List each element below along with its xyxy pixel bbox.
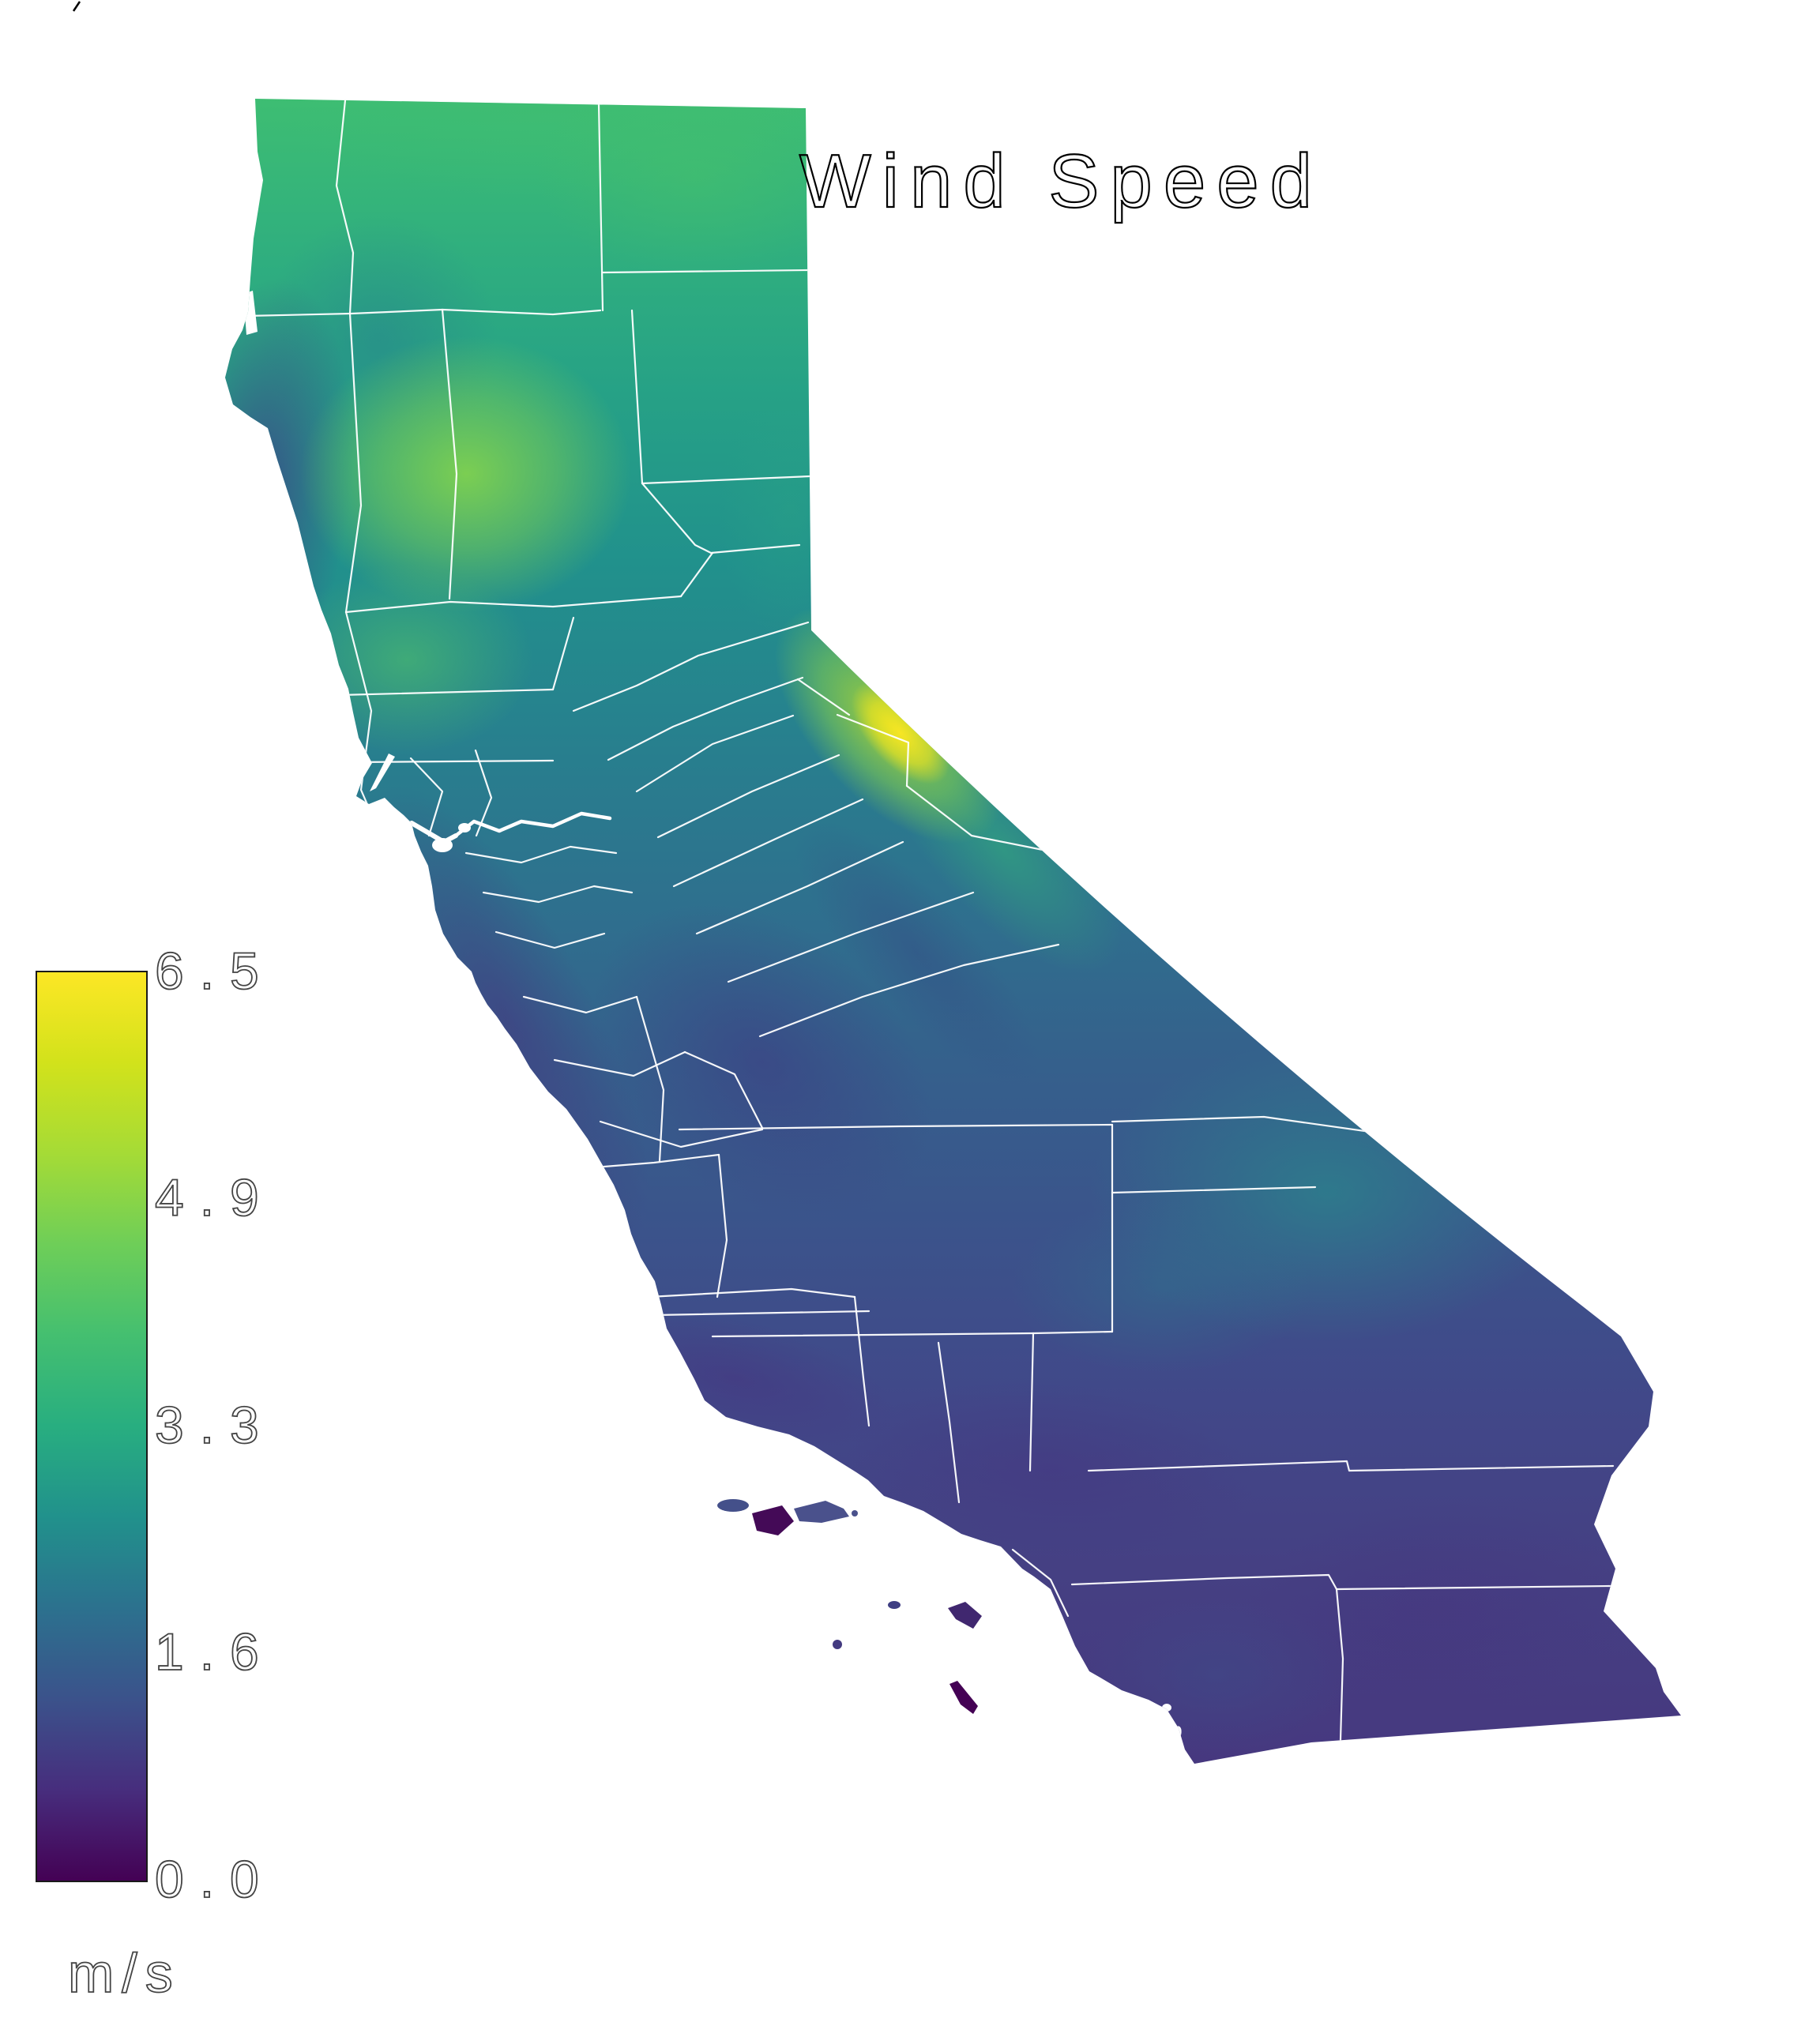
island-anacapa [852, 1510, 858, 1516]
map-title: Wind Speed [799, 139, 1323, 224]
stray-axis-mark [72, 1, 81, 12]
channel-islands [717, 1499, 982, 1714]
island-san-nicolas [888, 1601, 901, 1609]
colorbar-unit-label: m/s [68, 1942, 181, 2004]
island-santa-rosa [752, 1505, 794, 1535]
colorbar-tick-label: 3.3 [155, 1396, 275, 1454]
island-catalina [948, 1602, 982, 1629]
island-san-miguel [717, 1499, 749, 1512]
colorbar-tick-label: 6.5 [155, 941, 275, 1000]
colorbar: 6.5 4.9 3.3 1.6 0.0 m/s [36, 941, 275, 2005]
island-santa-cruz [794, 1501, 849, 1523]
colorbar-gradient [36, 971, 148, 1882]
island-san-clemente [949, 1681, 978, 1714]
colorbar-tick-label: 1.6 [155, 1622, 275, 1681]
colorbar-tick-label: 4.9 [155, 1168, 275, 1227]
colorbar-tick-label: 0.0 [155, 1850, 275, 1908]
county-boundaries [245, 99, 1615, 1742]
wind-speed-raster [225, 99, 1681, 1764]
island-santa-barbara [833, 1640, 842, 1649]
